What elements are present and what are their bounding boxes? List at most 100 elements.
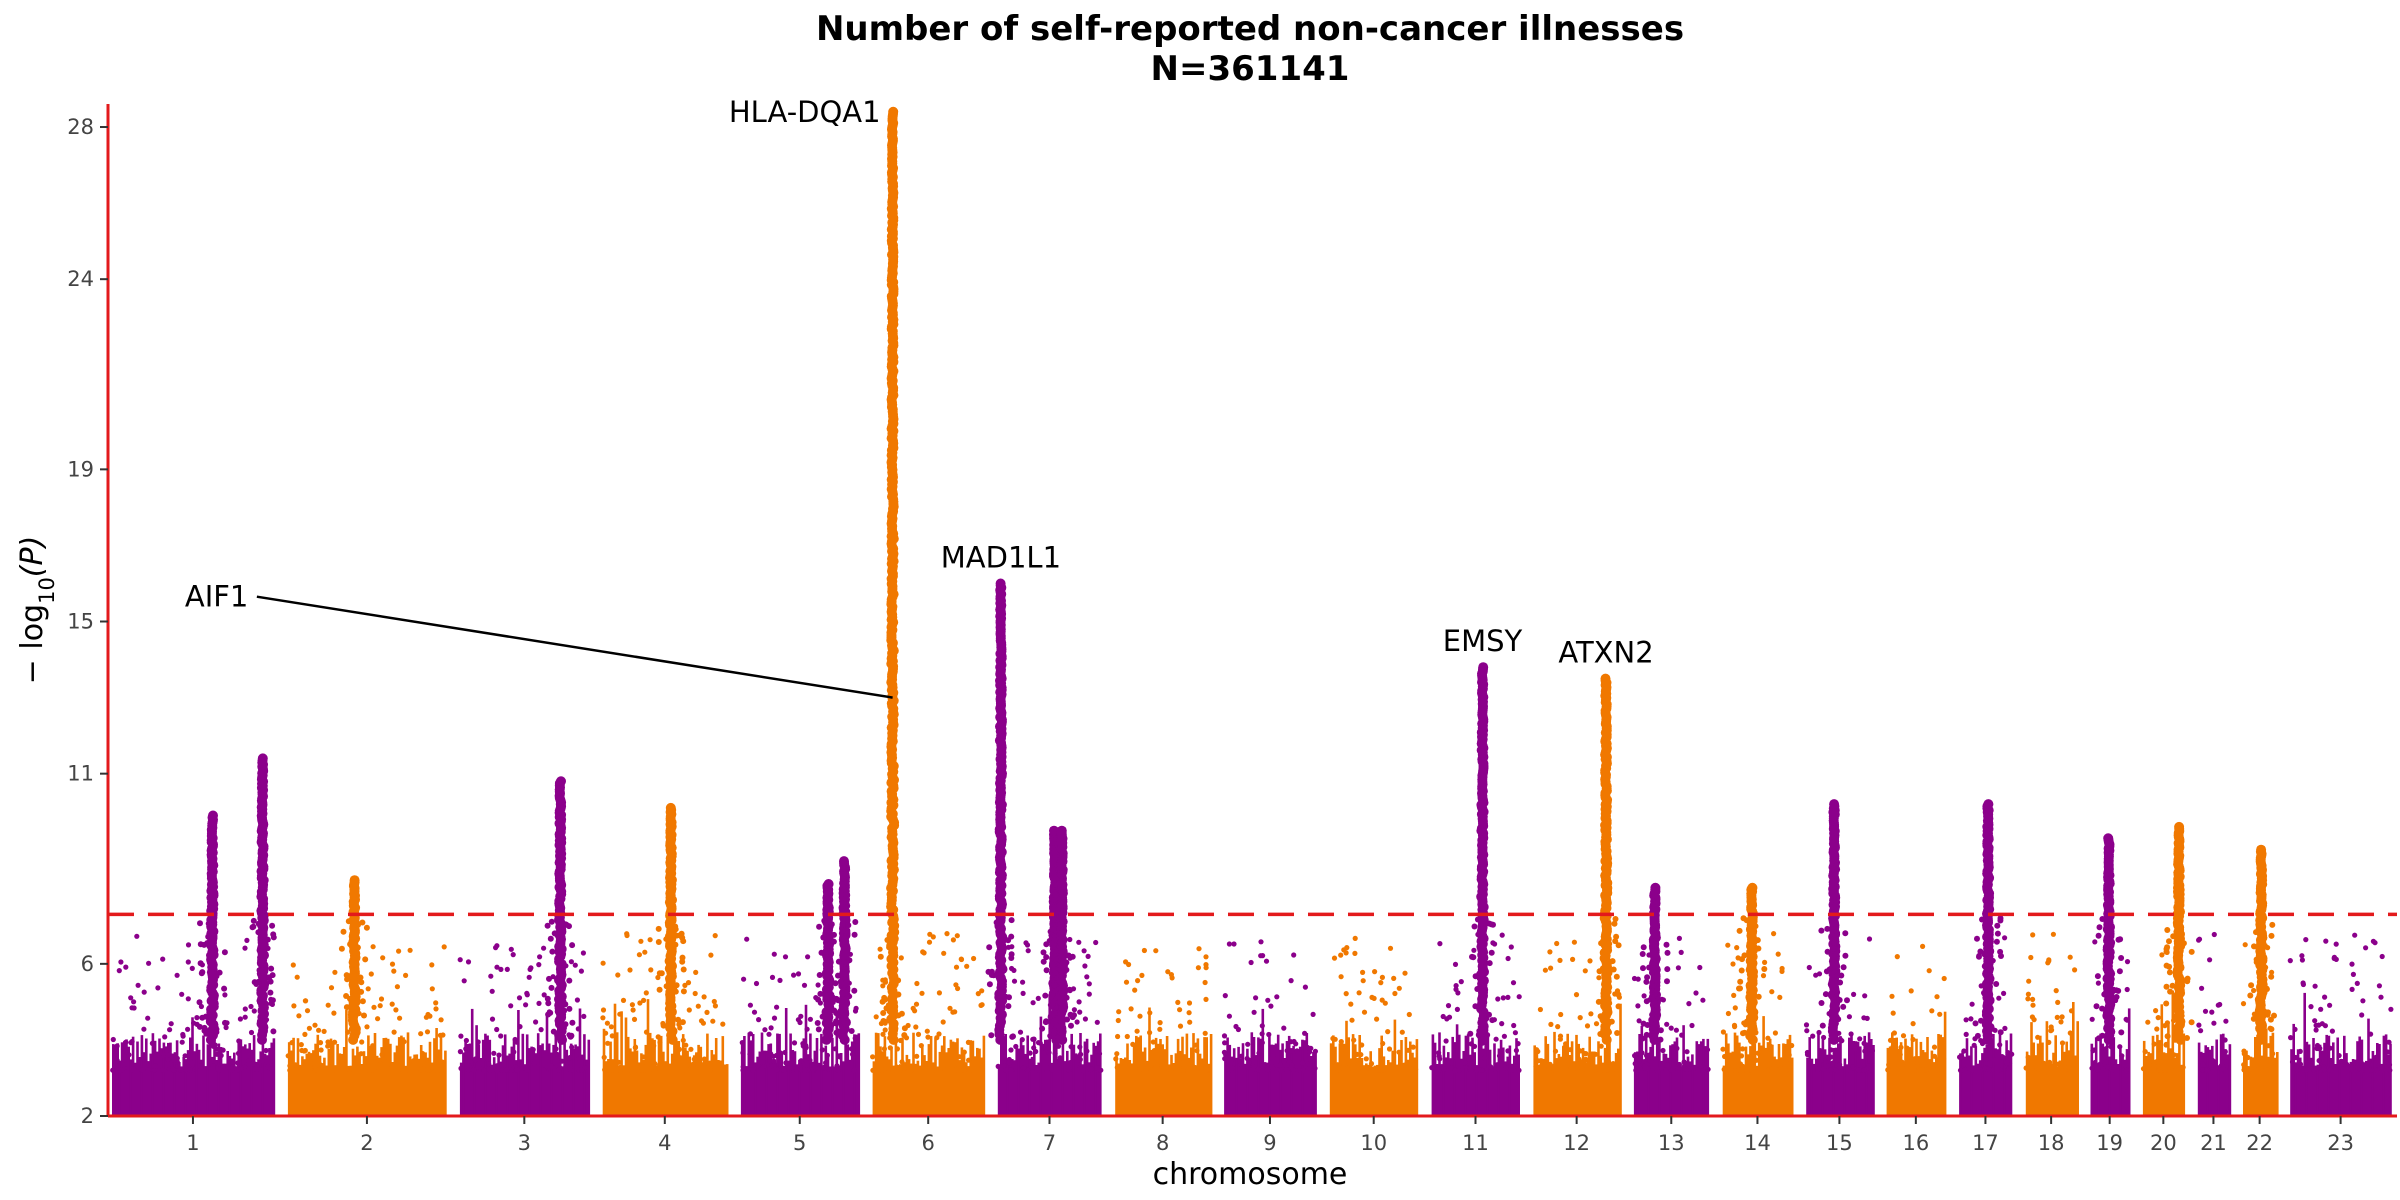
snp-point [1513,1047,1519,1054]
snp-point [1124,1033,1130,1040]
snp-density-column [1041,1043,1045,1116]
snp-point [1838,972,1845,979]
snp-density-column [2072,1002,2075,1116]
snp-point [1492,941,1498,947]
snp-density-column [426,1057,430,1116]
snp-density-column [1063,1061,1067,1116]
snp-density-column [1226,1037,1229,1116]
snp-point [345,918,352,925]
snp-point [1891,1030,1897,1036]
snp-density-column [1633,1052,1637,1116]
snp-density-column [125,1039,128,1116]
snp-density-column [2043,1064,2046,1116]
snp-point [1186,1010,1192,1016]
snp-point [1056,922,1063,929]
snp-point [2068,1008,2075,1014]
snp-density-column [530,1046,533,1116]
snp-density-column [233,1052,236,1116]
snp-point [1664,949,1671,956]
snp-point [1593,1021,1600,1027]
snp-point [2123,1016,2129,1022]
snp-point [2054,1014,2060,1021]
snp-point [1772,1030,1778,1036]
snp-density-column [982,1035,986,1116]
snp-point [2327,1045,2333,1051]
snp-point [2001,990,2007,997]
snp-density-column [1185,1033,1189,1116]
snp-density-column [2097,1063,2100,1116]
snp-density-column [167,1042,170,1116]
snp-point [921,1060,927,1066]
snp-point [2028,1055,2034,1061]
snp-point [2089,1016,2095,1022]
snp-point [1341,1059,1347,1065]
snp-density-column [831,1037,834,1116]
snp-point [1557,1036,1563,1042]
snp-point [795,971,802,977]
snp-point [944,931,950,937]
snp-point [210,1063,216,1069]
snp-density-column [490,1064,494,1116]
snp-point [171,1057,177,1063]
snp-point [828,921,835,928]
snp-point [704,1009,710,1016]
snp-density-column [1453,1042,1457,1116]
snp-density-column [2380,1063,2383,1116]
snp-density-column [112,1044,115,1116]
snp-point [1821,1034,1827,1041]
snp-point [1778,1057,1784,1063]
snp-density-column [459,1062,463,1116]
snp-point [1330,1035,1336,1042]
snp-point [1643,1052,1650,1059]
snp-density-column [1130,1063,1134,1116]
snp-density-column [1636,1051,1639,1116]
snp-point [1338,952,1344,958]
snp-point [1571,939,1577,945]
snp-density-column [664,1061,667,1116]
snp-point [1664,966,1671,973]
snp-density-column [2269,1035,2272,1116]
snp-point [1068,1044,1074,1050]
snp-point [1595,998,1602,1005]
snp-density-column [1742,1065,1746,1116]
snp-point [391,1029,397,1035]
snp-point [1082,1016,1088,1022]
snp-density-column [1564,1044,1567,1116]
chart-title: Number of self-reported non-cancer illne… [816,9,1684,49]
snp-point [2167,1067,2173,1073]
snp-density-column [613,1003,617,1116]
snp-density-column [1928,1059,1931,1116]
snp-point [692,990,698,997]
snp-point [1302,1030,1308,1036]
snp-point [678,930,685,937]
snp-density-column [1517,1054,1520,1116]
snp-density-column [2260,1055,2264,1116]
snp-density-column [1872,1045,1875,1116]
snp-point [899,1059,905,1065]
snp-density-column [587,1039,591,1116]
snp-point [1681,1059,1687,1065]
snp-point [997,971,1003,978]
snp-point [566,1005,573,1012]
snp-density-column [1919,1041,1923,1116]
snp-point [1481,1007,1488,1014]
snp-density-column [1183,1054,1186,1116]
snp-density-column [501,1045,505,1116]
snp-density-column [1373,1065,1377,1116]
snp-point [1900,1033,1907,1039]
snp-point [2269,969,2275,975]
snp-density-column [1504,1061,1507,1116]
snp-density-column [404,1065,408,1116]
snp-density-column [195,1043,199,1116]
snp-point [2333,956,2339,963]
snp-point [605,1040,611,1046]
snp-point [160,1067,166,1073]
snp-density-column [2112,1037,2116,1116]
snp-density-column [1022,1045,1025,1116]
snp-density-column [2119,1046,2122,1116]
snp-point [2303,937,2309,943]
snp-point [332,1067,338,1073]
snp-point [465,959,472,965]
snp-density-column [2175,1053,2179,1116]
snp-point [824,1052,831,1058]
